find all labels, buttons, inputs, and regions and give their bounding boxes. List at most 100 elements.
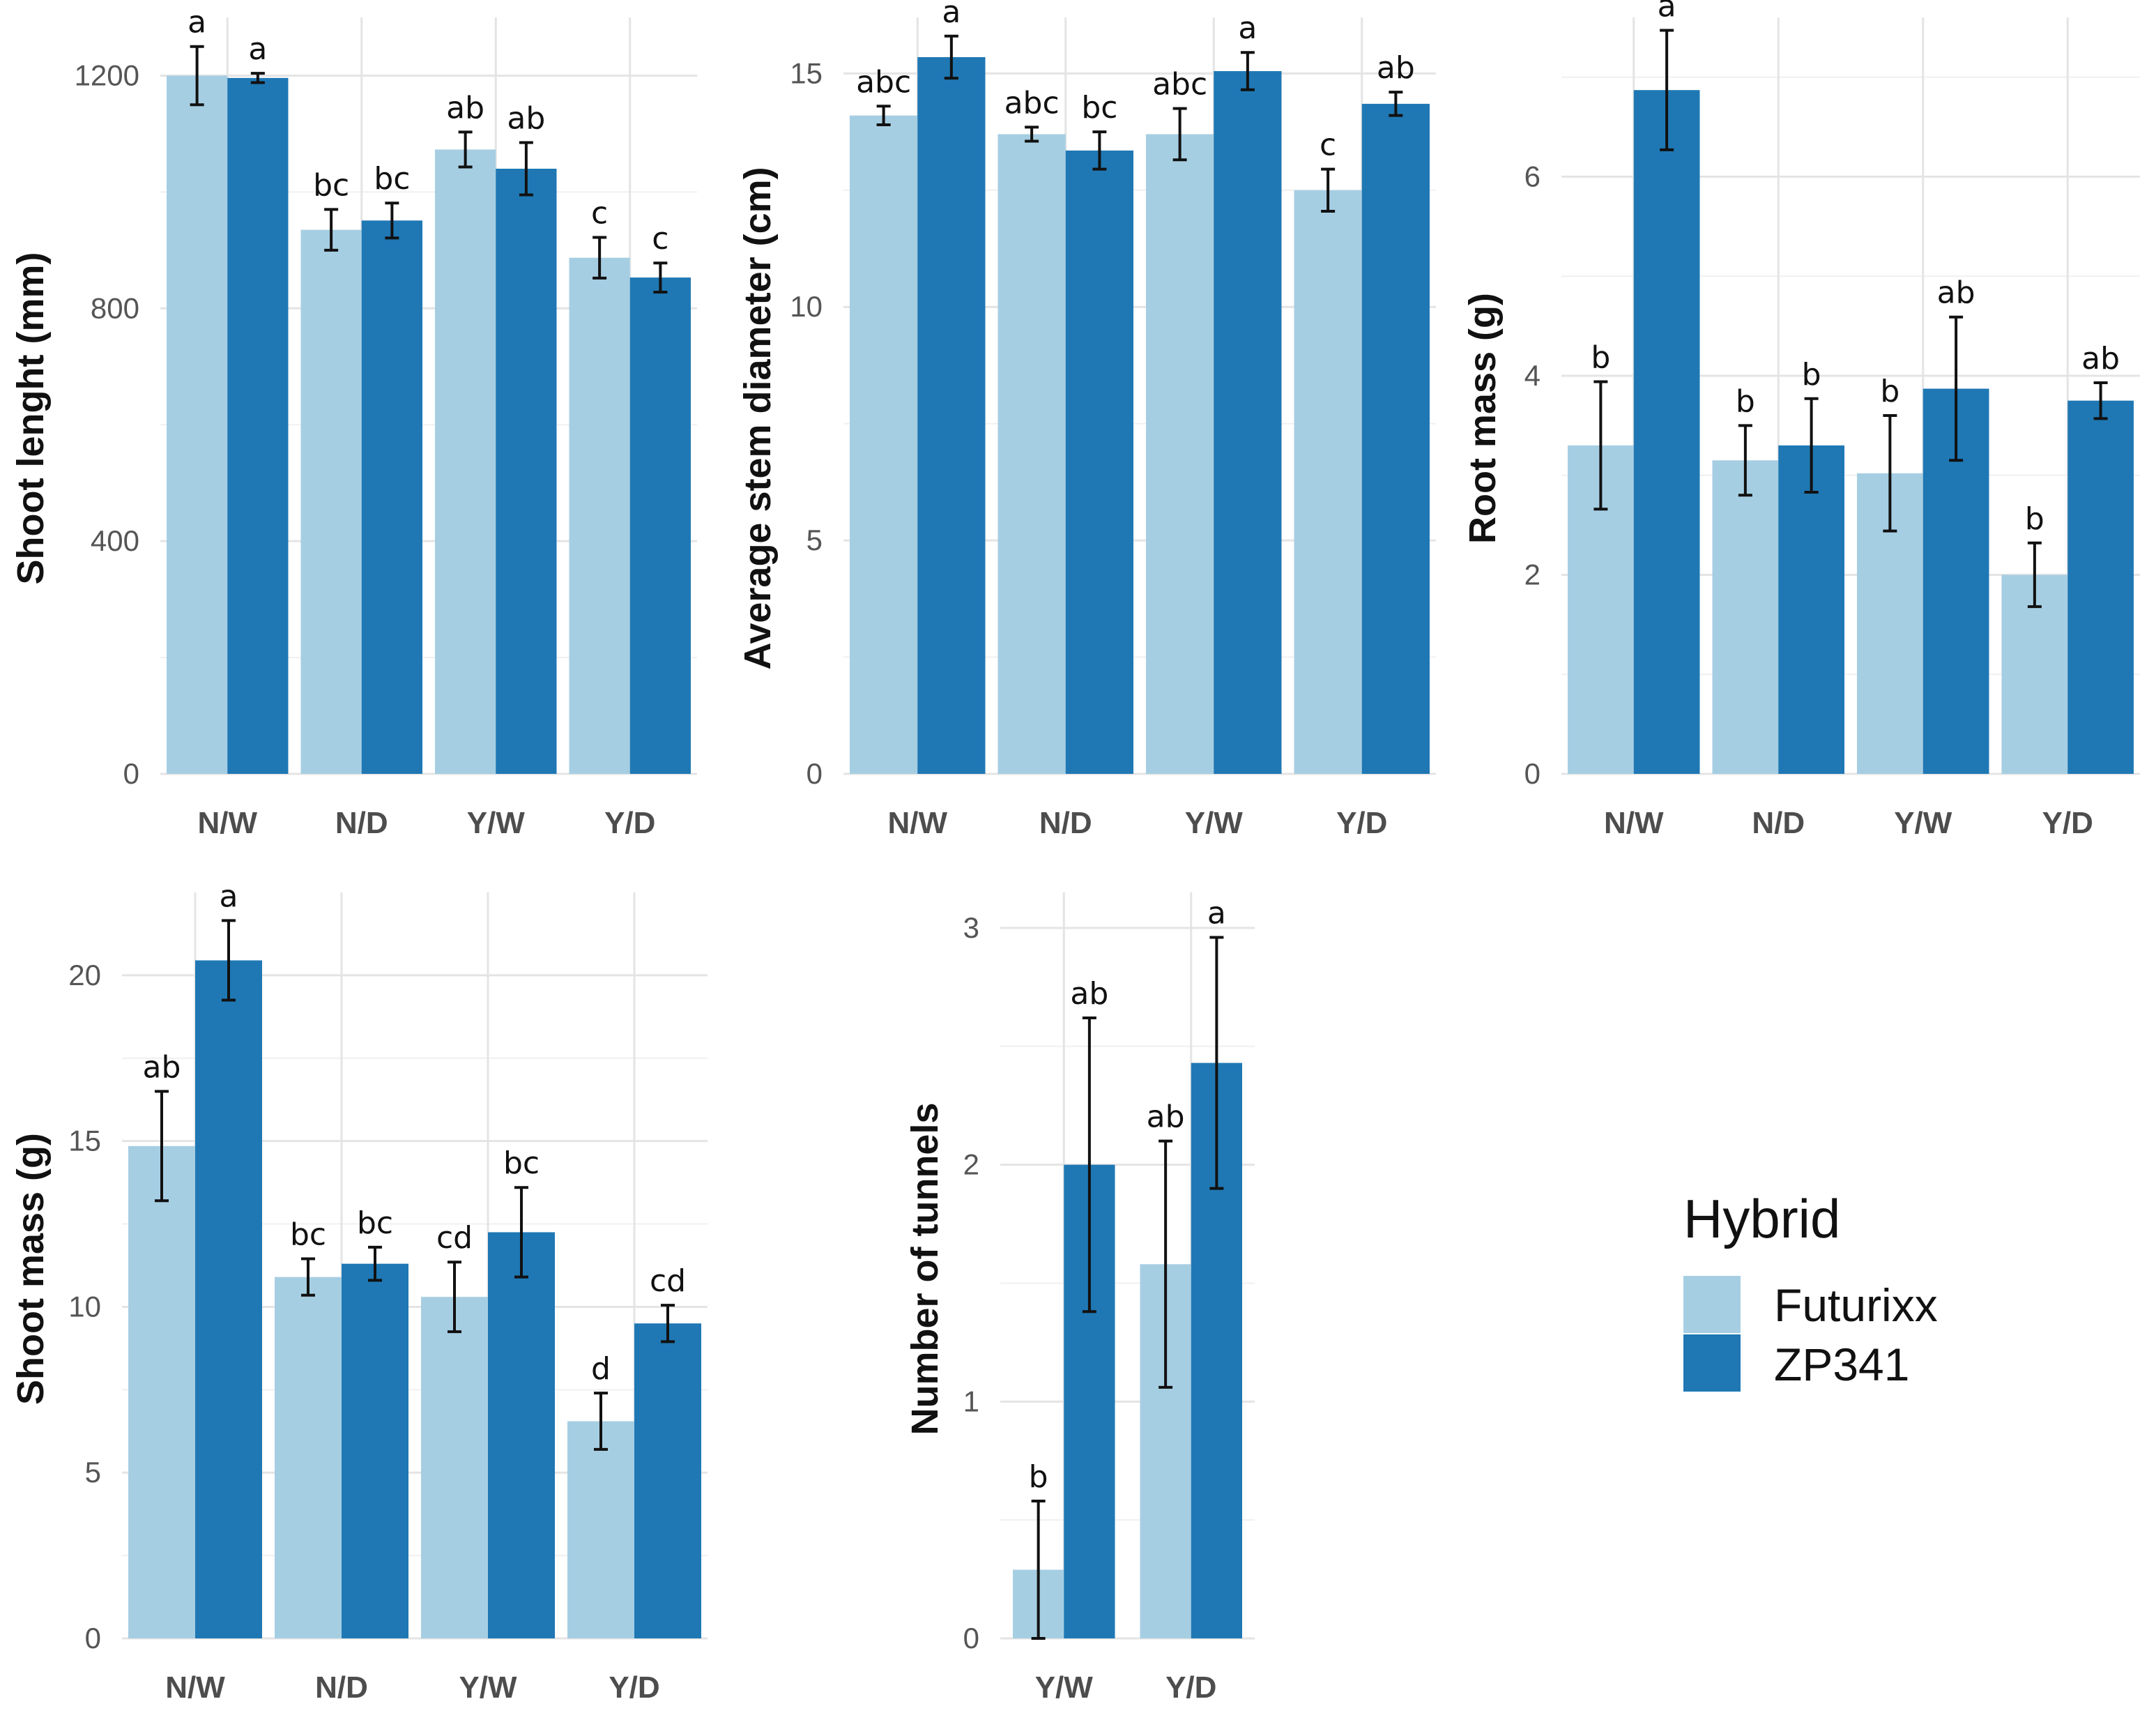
significance-letter: d <box>591 1351 611 1387</box>
bar-zp341 <box>2067 400 2134 774</box>
y-tick-label: 0 <box>85 1622 101 1654</box>
bar-futurixx <box>567 1421 634 1638</box>
x-tick-label: N/W <box>197 806 257 840</box>
legend-label-futurixx: Futurixx <box>1774 1279 1938 1331</box>
x-tick-label: Y/D <box>2042 806 2093 840</box>
x-tick-label: N/W <box>887 806 947 840</box>
y-axis-title: Shoot mass (g) <box>10 1133 52 1405</box>
legend-label-zp341: ZP341 <box>1774 1339 1909 1390</box>
y-tick-label: 2 <box>1524 558 1540 591</box>
significance-letter: b <box>1736 383 1755 419</box>
x-tick-label: Y/D <box>604 806 655 840</box>
x-tick-label: Y/D <box>1336 806 1387 840</box>
y-axis-title: Average stem diameter (cm) <box>737 167 779 669</box>
significance-letter: ab <box>1070 976 1108 1012</box>
bar-zp341 <box>1633 90 1700 774</box>
y-tick-label: 4 <box>1524 359 1540 392</box>
bar-zp341 <box>629 277 691 774</box>
bar-futurixx <box>569 257 630 774</box>
x-tick-label: N/D <box>335 806 388 840</box>
y-tick-label: 10 <box>790 290 823 323</box>
significance-letter: bc <box>357 1205 393 1241</box>
bar-futurixx <box>850 115 918 775</box>
significance-letter: a <box>220 878 238 914</box>
bar-zp341 <box>917 56 986 775</box>
significance-letter: cd <box>650 1263 686 1299</box>
bar-futurixx <box>167 75 228 774</box>
significance-letter: b <box>1591 340 1610 376</box>
significance-letter: a <box>1207 896 1226 931</box>
significance-letter: cd <box>436 1220 473 1256</box>
x-tick-label: Y/D <box>609 1670 659 1705</box>
significance-letter: abc <box>1152 67 1207 102</box>
y-tick-label: 800 <box>91 291 139 324</box>
y-tick-label: 1 <box>963 1385 979 1417</box>
y-tick-label: 5 <box>806 524 823 556</box>
legend: Hybrid Futurixx ZP341 <box>1683 1188 1938 1392</box>
significance-letter: ab <box>1377 50 1415 86</box>
significance-letter: ab <box>507 100 545 136</box>
significance-letter: b <box>1880 374 1899 409</box>
legend-swatch-futurixx <box>1683 1276 1741 1333</box>
y-tick-label: 0 <box>963 1622 979 1654</box>
significance-letter: ab <box>143 1049 181 1085</box>
x-tick-label: Y/W <box>459 1670 517 1705</box>
significance-letter: bc <box>374 161 410 197</box>
significance-letter: c <box>652 221 668 257</box>
y-tick-label: 15 <box>68 1125 101 1157</box>
bar-zp341 <box>342 1263 408 1638</box>
bar-futurixx <box>275 1277 342 1638</box>
legend-title: Hybrid <box>1683 1188 1840 1249</box>
y-tick-label: 10 <box>68 1290 101 1323</box>
x-tick-label: N/W <box>1604 806 1664 840</box>
significance-letter: ab <box>446 90 484 125</box>
x-tick-label: Y/W <box>1185 806 1244 840</box>
legend-swatch-zp341 <box>1683 1334 1741 1392</box>
y-tick-label: 6 <box>1524 160 1540 192</box>
significance-letter: a <box>942 0 961 30</box>
significance-letter: a <box>188 5 206 40</box>
significance-letter: b <box>2025 501 2044 537</box>
significance-letter: a <box>1658 0 1676 24</box>
bar-futurixx <box>997 134 1066 774</box>
x-tick-label: N/D <box>315 1670 368 1705</box>
bar-zp341 <box>1214 71 1282 774</box>
significance-letter: bc <box>290 1217 326 1252</box>
significance-letter: c <box>1320 128 1336 163</box>
y-axis-title: Shoot lenght (mm) <box>10 252 52 585</box>
y-tick-label: 20 <box>68 959 101 991</box>
x-tick-label: Y/W <box>1035 1670 1094 1705</box>
bar-zp341 <box>496 169 557 774</box>
y-axis-title: Number of tunnels <box>904 1102 946 1435</box>
significance-letter: c <box>591 195 608 231</box>
bar-zp341 <box>488 1232 555 1638</box>
significance-letter: ab <box>1147 1099 1185 1135</box>
x-tick-label: Y/W <box>1894 806 1952 840</box>
bar-zp341 <box>361 220 422 774</box>
bar-futurixx <box>435 149 496 774</box>
significance-letter: ab <box>1937 275 1975 311</box>
y-tick-label: 3 <box>963 911 979 944</box>
y-tick-label: 0 <box>123 757 139 790</box>
significance-letter: abc <box>1004 85 1060 121</box>
y-tick-label: 15 <box>790 56 823 89</box>
y-tick-label: 0 <box>806 757 823 790</box>
significance-letter: bc <box>1081 90 1117 125</box>
significance-letter: bc <box>313 167 349 203</box>
bar-zp341 <box>1778 445 1844 774</box>
significance-letter: ab <box>2081 341 2120 376</box>
bar-futurixx <box>1712 460 1779 774</box>
bar-zp341 <box>1065 150 1133 774</box>
significance-letter: b <box>1029 1459 1048 1495</box>
y-tick-label: 1200 <box>75 59 139 91</box>
x-tick-label: Y/D <box>1165 1670 1216 1705</box>
panel-number-of-tunnels: 0 1 2 3 Y/W Y/D b ab ab a Number of tunnels <box>904 892 1255 1705</box>
y-tick-label: 2 <box>963 1148 979 1181</box>
x-tick-label: N/D <box>1039 806 1092 840</box>
bar-zp341 <box>634 1323 701 1638</box>
y-axis-title: Root mass (g) <box>1462 293 1504 544</box>
